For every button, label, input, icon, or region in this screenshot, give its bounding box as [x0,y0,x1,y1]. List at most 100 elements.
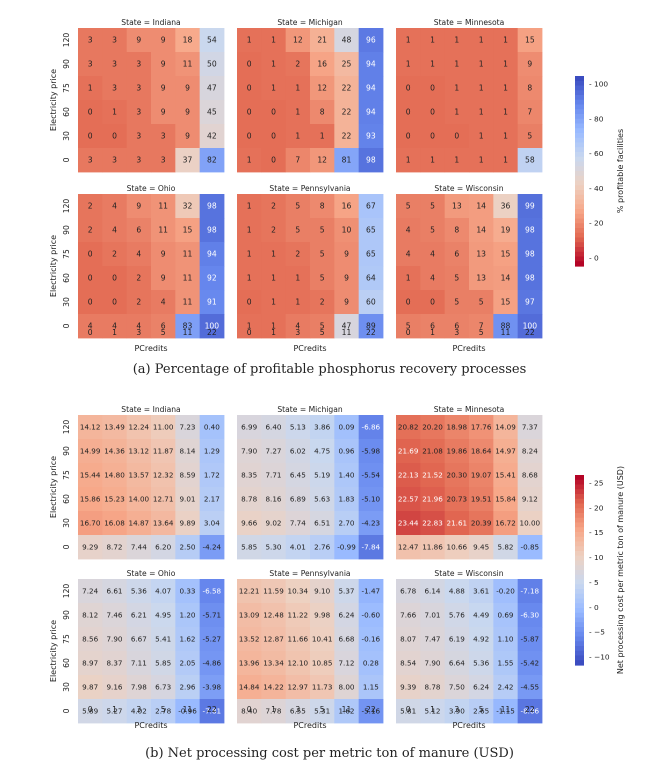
cell-value: 14.87 [129,519,150,528]
cell-value: 15 [183,226,193,235]
colorbar-tick-label: - 20 [589,219,604,228]
facet-title: State = Minnesota [434,405,504,414]
heatmap-cell [151,52,176,77]
heatmap-cell [175,579,201,604]
heatmap-cell [517,124,543,149]
heatmap-cell [237,603,262,628]
y-tick-label: 0 [62,544,71,549]
cell-value: 98 [525,250,535,259]
cell-value: 25 [342,60,352,69]
heatmap-cell [469,290,494,315]
heatmap-cell [102,463,128,488]
cell-value: 11.59 [263,587,284,596]
x-axis-label: PCredits [293,721,326,730]
colorbar-segment [575,508,584,514]
cell-value: 2 [295,250,300,259]
heatmap-cell [237,675,262,700]
heatmap-cell [261,415,287,440]
cell-value: 14 [476,202,486,211]
cell-value: 6.73 [155,683,171,692]
cell-value: 4 [430,274,435,283]
heatmap-cell [358,148,384,173]
heatmap-cell [102,194,128,219]
cell-value: 6.20 [155,543,171,552]
heatmap-cell [334,28,360,53]
x-tick-label: 3 [136,328,141,337]
cell-value: 0 [88,274,93,283]
heatmap-cell [444,52,470,77]
cell-value: 6.68 [338,635,354,644]
heatmap-cell [469,699,494,724]
heatmap-cell [469,124,494,149]
heatmap-cell [261,535,287,560]
heatmap-cell [420,28,446,53]
x-tick-label: 1 [430,328,435,337]
heatmap-cell [237,627,262,652]
heatmap-cell [237,266,262,291]
cell-value: 37 [183,156,193,165]
heatmap-cell [102,699,128,724]
cell-value: 13 [476,250,486,259]
heatmap-cell [199,266,225,291]
cell-value: 0.69 [497,611,513,620]
colorbar-segment [575,560,584,566]
cell-value: -8.06 [521,707,540,716]
cell-value: 3 [88,60,93,69]
cell-value: 8 [320,108,325,117]
cell-value: 8.12 [82,611,98,620]
x-tick-label: 11 [183,328,193,337]
heatmap-cell [420,415,446,440]
cell-value: 10.34 [288,587,309,596]
cell-value: 3 [112,36,117,45]
cell-value: 92 [207,274,217,283]
cell-value: -6.58 [203,587,222,596]
heatmap-cell [334,148,360,173]
heatmap-cell [285,28,311,53]
cell-value: 12 [317,156,327,165]
cell-value: 93 [366,132,376,141]
heatmap-cell [175,242,201,267]
heatmap-cell [310,651,335,676]
heatmap-cell [358,603,384,628]
cell-value: 7.90 [241,447,257,456]
heatmap-cell [517,218,543,243]
cell-value: 15 [501,250,511,259]
cell-value: 1 [406,156,411,165]
heatmap-cell [493,535,519,560]
cell-value: -6.86 [362,423,381,432]
cell-value: 1 [271,84,276,93]
cell-value: 7.11 [131,659,147,668]
cell-value: 96 [366,36,376,45]
cell-value: 7.50 [449,683,465,692]
colorbar-segment [575,655,584,661]
cell-value: 19.86 [447,447,468,456]
x-tick-label: 22 [207,705,217,714]
heatmap-cell [444,627,470,652]
cell-value: 7.37 [522,423,538,432]
heatmap-cell [420,290,446,315]
cell-value: 4.92 [473,635,489,644]
heatmap-cell [517,579,543,604]
heatmap-cell [493,100,519,125]
y-tick-label: 90 [62,225,71,235]
cell-value: 5 [479,298,484,307]
heatmap-cell [420,242,446,267]
heatmap-cell [151,511,176,536]
heatmap-cell [285,675,311,700]
colorbar-segment [575,608,584,614]
cell-value: 2 [136,298,141,307]
cell-value: 11 [158,226,168,235]
heatmap-cell [151,675,176,700]
heatmap-cell [493,314,519,339]
heatmap-cell [517,290,543,315]
cell-value: 5 [320,274,325,283]
heatmap-cell [285,651,311,676]
heatmap-cell [151,487,176,512]
cell-value: 9 [161,36,166,45]
heatmap-cell [469,76,494,101]
cell-value: 1 [247,202,252,211]
heatmap-cell [261,463,287,488]
heatmap-cell [175,218,201,243]
cell-value: 9 [185,108,190,117]
heatmap-cell [469,511,494,536]
